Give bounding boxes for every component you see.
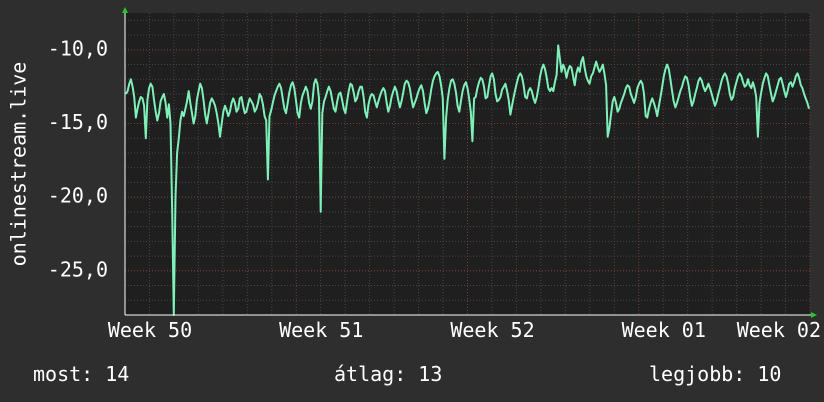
stat-current-value: 14 — [105, 362, 130, 386]
stat-current-label: most: — [33, 362, 94, 386]
y-tick-label: -10,0 — [48, 36, 108, 60]
x-tick-label: Week 50 — [108, 318, 192, 342]
major-grid — [124, 13, 811, 315]
stat-average: átlag: 13 — [334, 362, 442, 386]
y-tick-labels: -10,0 -15,0 -20,0 -25,0 — [48, 36, 108, 281]
y-axis-arrow — [122, 7, 128, 13]
x-tick-label: Week 51 — [279, 318, 363, 342]
stat-best-value: 10 — [757, 362, 782, 386]
y-axis-label: onlinestream.live — [7, 62, 31, 267]
stat-best: legjobb: 10 — [649, 362, 781, 386]
x-axis-arrow — [811, 312, 817, 318]
x-tick-label: Week 01 — [622, 318, 706, 342]
x-tick-labels: Week 50 Week 51 Week 52 Week 01 Week 02 — [108, 318, 821, 342]
stat-average-value: 13 — [418, 362, 443, 386]
y-tick-label: -25,0 — [48, 257, 108, 281]
x-tick-label: Week 02 — [737, 318, 821, 342]
stat-current: most: 14 — [33, 362, 129, 386]
y-tick-label: -20,0 — [48, 184, 108, 208]
x-tick-label: Week 52 — [450, 318, 534, 342]
y-tick-label: -15,0 — [48, 110, 108, 134]
series-line — [125, 44, 810, 316]
stat-average-label: átlag: — [334, 362, 407, 386]
axes — [122, 7, 817, 318]
stat-best-label: legjobb: — [649, 362, 746, 386]
